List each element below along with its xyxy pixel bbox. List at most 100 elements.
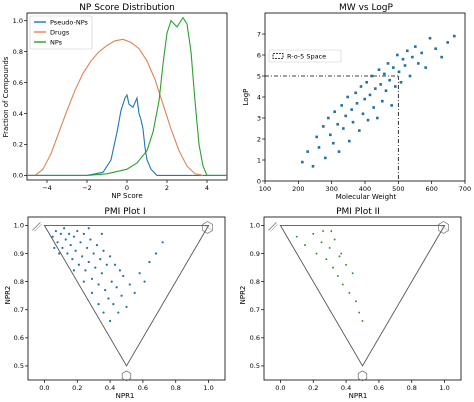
mw-logp-point (327, 116, 330, 120)
pmi-plot-1-point (113, 263, 117, 266)
pmi-plot-2-point (361, 320, 364, 322)
pmi1-plot-frame (27, 216, 226, 381)
pmi-plot-1-rod-icon (32, 222, 41, 231)
ro5-legend-label: R-o-5 Space (287, 53, 326, 61)
pmi-plot-1-point (81, 255, 84, 258)
plot-layer: −4 −2 0 2 4 0.0 0.2 0.4 0.6 0.8 1.0 Pseudo-NPs Drugs… (13, 12, 471, 392)
np-legend-label: Pseudo-NPs (50, 19, 89, 27)
np-score-xlabel: NP Score (111, 192, 142, 200)
pmi-plot-1-point (63, 227, 66, 230)
pmi-plot-1-point (138, 272, 141, 275)
pmi2-x-tick-label: 0.0 (275, 384, 285, 392)
pmi-plot-1-point (58, 252, 61, 255)
pmi-plot-1-point (118, 269, 122, 272)
mw-logp-point (306, 150, 309, 153)
mw-logp-point (406, 49, 409, 53)
mw-logp-point (340, 104, 343, 107)
mw-logp-point (434, 47, 437, 50)
pmi-plot-1-xlabel: NPR1 (116, 392, 135, 400)
pmi2-plot-frame (263, 216, 462, 381)
pmi-plot-1-point (61, 246, 64, 250)
mw-logp-point (388, 78, 391, 82)
pmi-plot-1-point (72, 235, 76, 238)
mw-logp-point (379, 83, 382, 86)
pmi-plot-1-ylabel: NPR2 (4, 286, 12, 305)
pmi-plot-1-point (161, 241, 164, 244)
np-score-title: NP Score Distribution (79, 3, 175, 13)
np-legend-label: NPs (50, 39, 63, 47)
pmi-plot-1-point (95, 244, 99, 247)
mw-logp-point (384, 89, 388, 92)
pmi-plot-2-panel: PMI Plot II NPR1 NPR2 (239, 207, 380, 400)
pmi-plot-2-rod-icon-edge (270, 224, 278, 232)
mw-x-tick-label: 100 (259, 185, 271, 193)
mw-logp-point (411, 55, 414, 59)
pmi1-x-tick-label: 1.0 (203, 384, 213, 392)
pmi-plot-1-point (104, 288, 107, 292)
pmi-plot-1-point (154, 252, 158, 255)
mw-logp-point (355, 102, 359, 105)
mw-logp-point (399, 81, 403, 84)
pmi2-x-tick-label: 1.0 (439, 384, 449, 392)
mw-logp-point (359, 85, 363, 88)
pmi-plot-1-point (94, 266, 97, 269)
mw-logp-point (350, 108, 353, 111)
pmi-plot-1-point (102, 249, 105, 252)
mw-logp-point (417, 62, 420, 65)
mw-logp-point (396, 53, 399, 57)
pmi-plot-1-point (99, 258, 102, 261)
np-series-line-nps (27, 16, 227, 176)
mw-logp-point (366, 118, 370, 122)
mw-logp-point (332, 141, 335, 145)
pmi-plot-1-point (133, 291, 136, 294)
mw-logp-point (383, 72, 386, 76)
pmi1-y-tick-label: 0.9 (14, 250, 24, 258)
pmi-plot-1-point (107, 297, 110, 300)
pmi-plot-1-point (97, 303, 100, 306)
mw-x-tick-label: 700 (459, 185, 471, 193)
pmi-plot-1-point (86, 246, 89, 250)
np-series-line-pseudo-nps (27, 93, 227, 176)
mw-logp-point (446, 41, 449, 44)
pmi-plot-2-point (348, 291, 351, 294)
pmi-plot-1-point (84, 269, 87, 272)
pmi-plot-1-triangle (43, 224, 210, 367)
mw-logp-point (361, 112, 365, 116)
mw-logp-point (424, 66, 427, 69)
np-y-tick-label: 0.6 (13, 79, 23, 87)
pmi1-x-tick-label: 0.8 (171, 384, 181, 392)
pmi2-y-tick-label: 0.9 (250, 250, 260, 258)
np-x-tick-label: −4 (42, 184, 52, 192)
pmi-plot-1-sphere-icon-edge (202, 224, 213, 231)
pmi-plot-1-point (100, 272, 103, 275)
pmi-plot-1-point (102, 311, 105, 314)
mw-logp-point (337, 150, 341, 153)
pmi-plot-2-point (358, 311, 361, 314)
pmi-plot-1-point (122, 274, 125, 278)
pmi2-y-tick-label: 0.7 (250, 306, 260, 314)
pmi-plot-2-rod-icon (268, 222, 277, 231)
pmi-plot-1-point (100, 232, 103, 235)
mw-logp-point (315, 135, 318, 139)
pmi-plot-2-point (338, 255, 341, 258)
pmi-plot-1-point (108, 319, 112, 323)
pmi-plot-2-point (345, 263, 348, 266)
mw-x-tick-label: 200 (292, 185, 304, 193)
pmi-plot-1-disc-icon (121, 370, 132, 382)
pmi-plot-2-title: PMI Plot II (336, 207, 380, 217)
pmi-plot-1-point (77, 263, 80, 266)
mw-logp-point (346, 95, 349, 99)
pmi1-y-tick-label: 0.8 (14, 278, 24, 286)
pmi-plot-1-point (76, 229, 79, 233)
pmi-plot-1-point (71, 258, 74, 261)
np-y-tick-label: 0.4 (13, 110, 23, 118)
pmi-plot-1-point (87, 260, 90, 264)
mw-y-tick-label: 0 (257, 177, 261, 185)
np-legend-label: Drugs (50, 29, 70, 37)
pmi2-x-tick-label: 0.8 (407, 384, 417, 392)
pmi2-y-tick-label: 1.0 (250, 222, 260, 230)
mw-logp-point (348, 139, 351, 143)
np-x-tick-label: −2 (82, 184, 92, 192)
mw-logp-point (324, 156, 327, 160)
